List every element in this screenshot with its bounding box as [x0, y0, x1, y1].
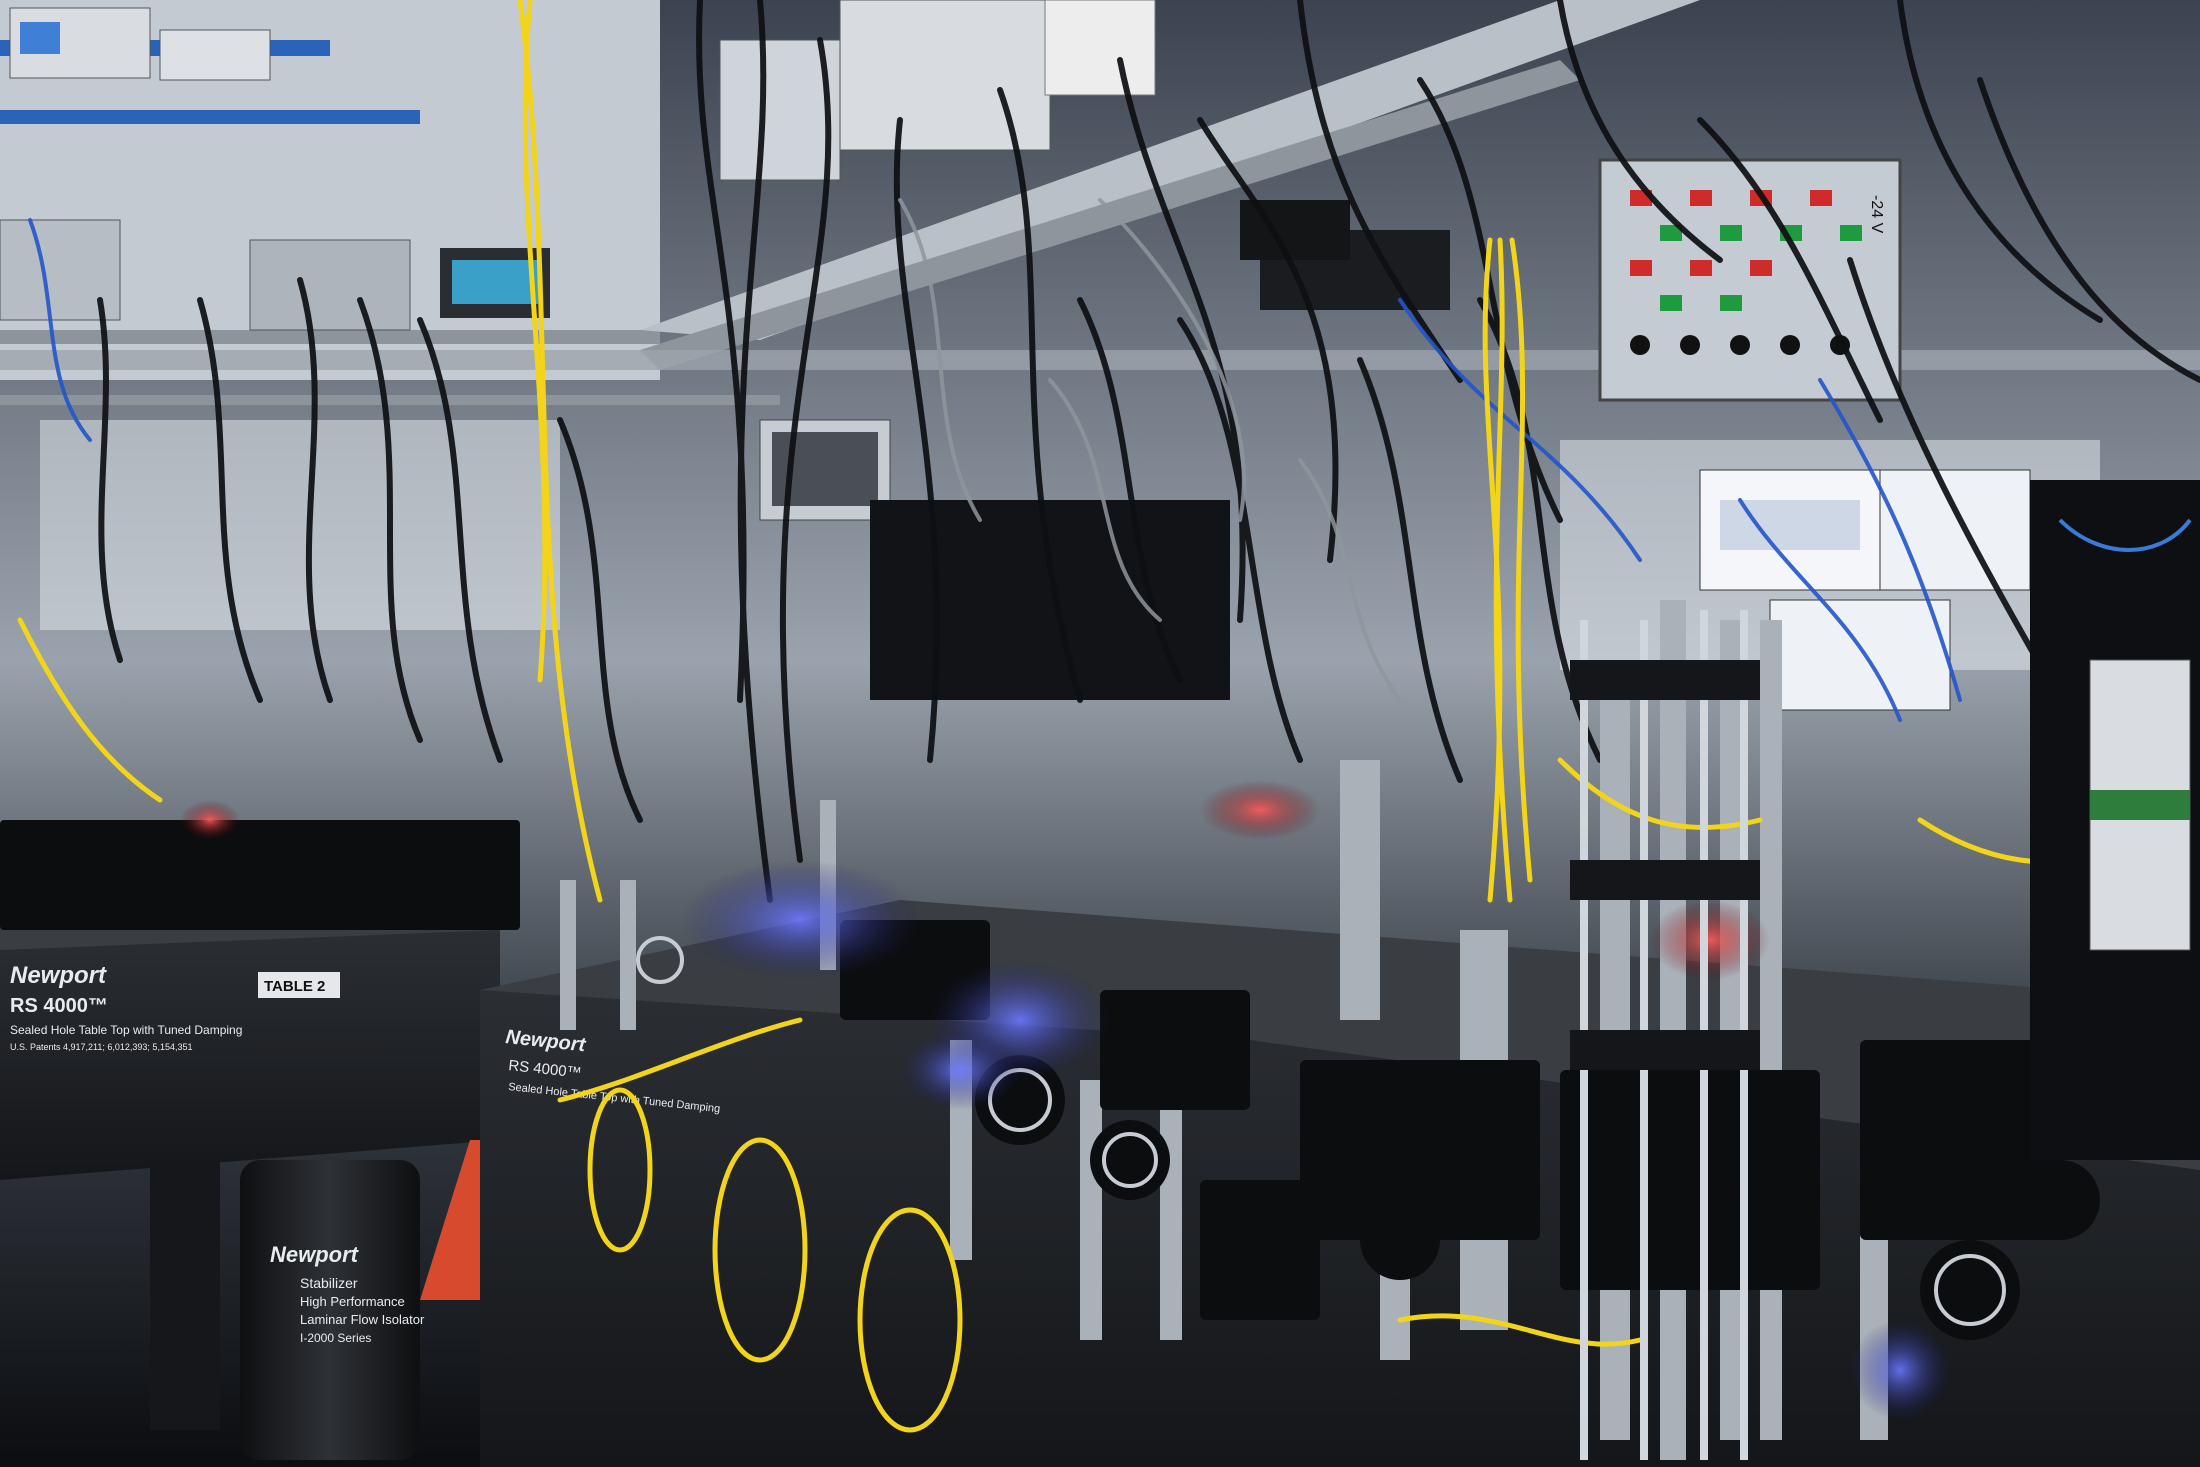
- leg-line3: Laminar Flow Isolator: [300, 1312, 425, 1327]
- cage-plates: [1570, 660, 1760, 1070]
- cable-bundle-blue: [28, 218, 1962, 722]
- left-table-tag: TABLE 2: [264, 978, 325, 995]
- leg-line4: I-2000 Series: [300, 1331, 371, 1345]
- left-table-desc1: Sealed Hole Table Top with Tuned Damping: [10, 1023, 242, 1037]
- table-tag: [258, 972, 340, 998]
- left-table-brand: Newport: [10, 962, 107, 989]
- blue-laser-glows: [680, 860, 1950, 1420]
- leg-line1: Stabilizer: [300, 1275, 358, 1291]
- power-distribution-panel: -24 V: [1598, 158, 1902, 402]
- cable-bundle-gray: [898, 198, 1402, 702]
- left-table-desc2: U.S. Patents 4,917,211; 6,012,393; 5,154…: [10, 1042, 192, 1052]
- cable-bundle: [97, 0, 2200, 903]
- leg-line2: High Performance: [300, 1294, 405, 1309]
- background-monitors: [1699, 469, 2031, 711]
- right-cabinet: [2030, 480, 2200, 1160]
- window-light: [40, 420, 560, 630]
- panel-voltage-label: -24 V: [1868, 195, 1885, 234]
- left-equipment-rack: [0, 0, 660, 380]
- isolator-leg: Newport Stabilizer High Performance Lami…: [240, 1160, 425, 1460]
- left-table-model: RS 4000™: [10, 995, 108, 1017]
- optical-mounts: [0, 820, 2100, 1340]
- leg-brand: Newport: [270, 1242, 360, 1267]
- yellow-fiber-cables: [17, 0, 2123, 1433]
